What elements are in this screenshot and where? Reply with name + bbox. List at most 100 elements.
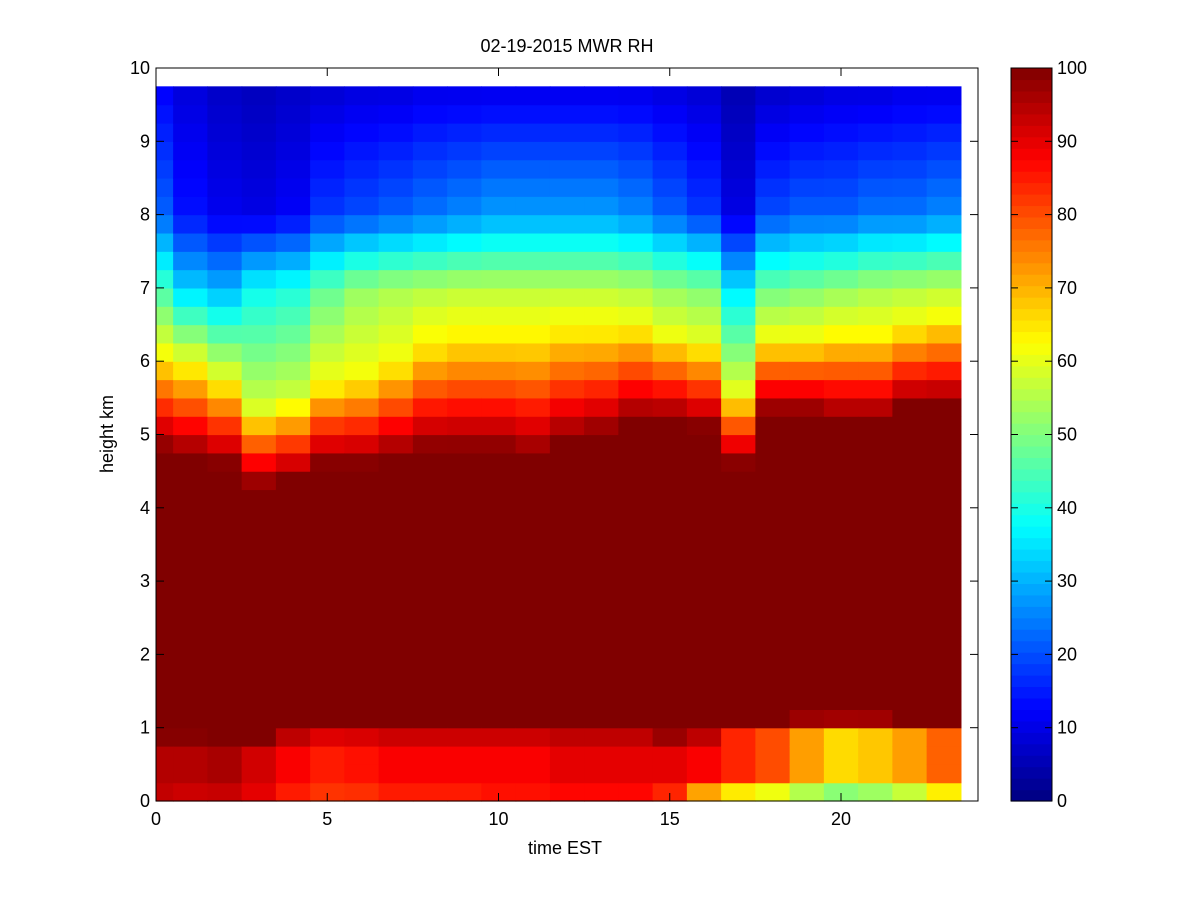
heatmap-cell (926, 636, 962, 655)
heatmap-cell (481, 471, 517, 491)
heatmap-cell (173, 489, 208, 509)
heatmap-cell (892, 617, 928, 637)
colorbar-swatch (1011, 400, 1052, 413)
heatmap-cell (549, 306, 585, 326)
heatmap-cell (892, 196, 928, 216)
heatmap-cell (412, 416, 448, 436)
heatmap-cell (310, 269, 345, 289)
heatmap-cell (173, 324, 208, 344)
heatmap-cell (721, 636, 756, 655)
heatmap-cell (310, 196, 345, 216)
heatmap-cell (173, 617, 208, 637)
heatmap-cell (173, 306, 208, 326)
heatmap-cell (241, 489, 277, 509)
heatmap-cell (686, 287, 722, 307)
heatmap-cell (412, 471, 448, 491)
heatmap-cell (310, 654, 345, 674)
heatmap-cell (789, 489, 825, 509)
heatmap-cell (823, 342, 859, 362)
x-tick-label: 20 (831, 809, 851, 829)
heatmap-cell (275, 232, 311, 252)
heatmap-cell (207, 251, 243, 271)
heatmap-cell (447, 196, 482, 216)
heatmap-cell (275, 159, 311, 179)
heatmap-cell (926, 269, 962, 289)
heatmap-cell (823, 654, 859, 674)
heatmap-cell (481, 232, 517, 252)
heatmap-cell (310, 342, 345, 362)
heatmap-cell (926, 562, 962, 582)
heatmap-cell (892, 306, 928, 326)
heatmap-cell (755, 104, 791, 124)
heatmap-cell (858, 544, 893, 564)
heatmap-cell (515, 709, 551, 729)
heatmap-cell (652, 544, 688, 564)
heatmap-cell (173, 397, 208, 417)
heatmap-cell (652, 361, 688, 381)
heatmap-cell (310, 581, 345, 601)
heatmap-cell (755, 544, 791, 564)
heatmap-cell (892, 507, 928, 527)
heatmap-cell (412, 306, 448, 326)
heatmap-cell (275, 691, 311, 710)
heatmap-cell (156, 562, 174, 582)
heatmap-cell (412, 507, 448, 527)
heatmap-cell (310, 324, 345, 344)
colorbar-swatch (1011, 766, 1052, 779)
heatmap-cell (549, 379, 585, 399)
heatmap-cell (207, 617, 243, 637)
colorbar-swatch (1011, 148, 1052, 161)
heatmap-cell (721, 232, 756, 252)
heatmap-cell (412, 287, 448, 307)
heatmap-cell (858, 416, 893, 436)
heatmap-cell (584, 306, 619, 326)
heatmap-cell (156, 489, 174, 509)
heatmap-cell (892, 214, 928, 234)
heatmap-cell (789, 672, 825, 692)
heatmap-cell (310, 379, 345, 399)
heatmap-cell (549, 86, 585, 106)
heatmap-cell (549, 727, 585, 747)
heatmap-cell (207, 599, 243, 619)
colorbar-swatch (1011, 549, 1052, 562)
heatmap-cell (173, 379, 208, 399)
heatmap-cell (823, 599, 859, 619)
heatmap-cell (378, 141, 414, 161)
heatmap-cell (549, 562, 585, 582)
heatmap-cell (584, 746, 619, 765)
heatmap-cell (378, 562, 414, 582)
heatmap-cell (789, 599, 825, 619)
heatmap-cell (378, 177, 414, 197)
heatmap-cell (584, 86, 619, 106)
heatmap-cell (686, 361, 722, 381)
heatmap-cell (156, 342, 174, 362)
heatmap-cell (926, 86, 962, 106)
heatmap-cell (789, 141, 825, 161)
heatmap-cell (207, 636, 243, 655)
heatmap-cell (378, 526, 414, 546)
heatmap-cell (310, 507, 345, 527)
heatmap-cell (241, 141, 277, 161)
heatmap-cell (378, 324, 414, 344)
heatmap-cell (515, 104, 551, 124)
heatmap-cell (584, 159, 619, 179)
heatmap-cell (823, 232, 859, 252)
heatmap-cell (481, 544, 517, 564)
heatmap-cell (173, 361, 208, 381)
heatmap-cell (686, 581, 722, 601)
heatmap-cell (926, 672, 962, 692)
heatmap-cell (275, 672, 311, 692)
heatmap-cell (686, 342, 722, 362)
heatmap-cell (584, 526, 619, 546)
colorbar-swatch (1011, 606, 1052, 619)
heatmap-cell (686, 764, 722, 784)
heatmap-cell (755, 746, 791, 765)
colorbar-tick-label: 40 (1057, 498, 1077, 518)
heatmap-cell (549, 764, 585, 784)
heatmap-cell (926, 507, 962, 527)
heatmap-cell (549, 324, 585, 344)
heatmap-cell (378, 746, 414, 765)
heatmap-cell (686, 269, 722, 289)
heatmap-cell (652, 599, 688, 619)
heatmap-cell (892, 434, 928, 454)
